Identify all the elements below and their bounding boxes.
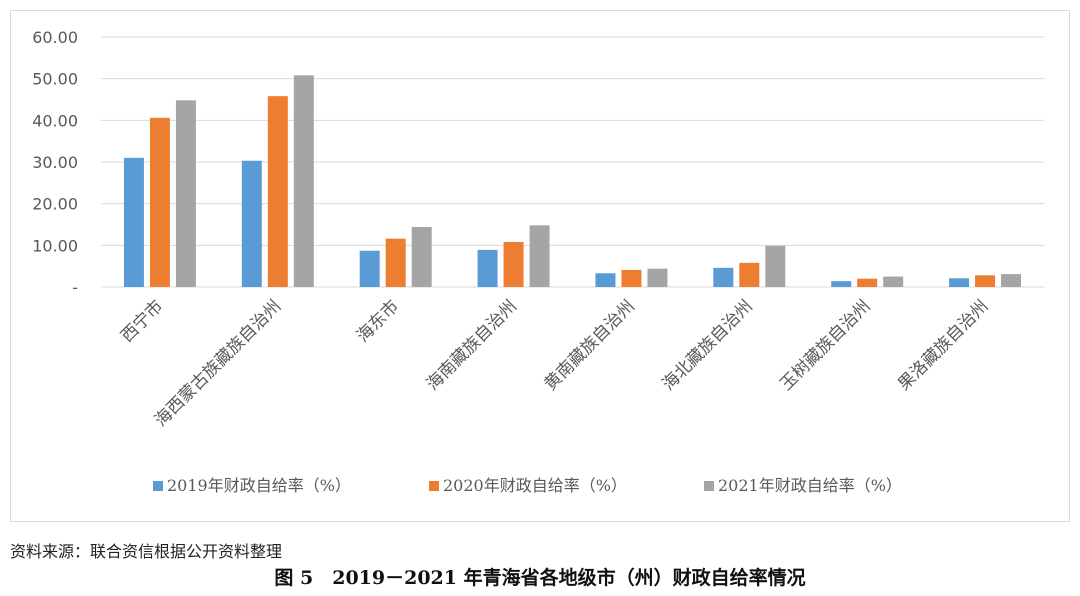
bar xyxy=(647,268,668,287)
bar xyxy=(975,275,996,287)
figure-caption: 图 5 2019－2021 年青海省各地级市（州）财政自给率情况 xyxy=(274,567,806,589)
bar xyxy=(621,269,642,287)
bar xyxy=(765,245,786,287)
category-label: 黄南藏族自治州 xyxy=(541,296,639,394)
legend-entry: 2021年财政自给率（%） xyxy=(718,476,902,495)
bar-chart: - 10.00 20.00 30.00 40.00 50.00 60.00 西宁市海西蒙古族… xyxy=(32,28,1044,495)
bar xyxy=(595,273,616,287)
bar xyxy=(713,267,734,287)
bar xyxy=(739,262,760,287)
bar xyxy=(503,242,524,287)
bar xyxy=(175,100,196,287)
source-note: 资料来源：联合资信根据公开资料整理 xyxy=(10,542,283,561)
bar xyxy=(529,225,550,287)
category-label: 海北藏族自治州 xyxy=(659,296,757,394)
bar xyxy=(359,250,380,287)
bar xyxy=(149,117,170,287)
bar xyxy=(293,75,314,287)
legend-entry: 2020年财政自给率（%） xyxy=(443,476,627,495)
legend-swatch xyxy=(704,481,714,491)
bar xyxy=(831,281,852,287)
legend-entry: 2019年财政自给率（%） xyxy=(167,476,351,495)
bar xyxy=(1001,274,1022,287)
bar xyxy=(411,227,432,287)
bar xyxy=(883,276,904,287)
legend-swatch xyxy=(429,481,439,491)
category-label: 西宁市 xyxy=(117,296,167,346)
bar xyxy=(857,278,878,287)
y-tick-label: 40.00 xyxy=(32,111,78,130)
bar xyxy=(477,249,498,287)
y-tick-label: 20.00 xyxy=(32,195,78,214)
y-tick-label: 30.00 xyxy=(32,153,78,172)
y-tick-label: 50.00 xyxy=(32,70,78,89)
legend-swatch xyxy=(153,481,163,491)
category-label: 海东市 xyxy=(353,296,403,346)
y-tick-label: 60.00 xyxy=(32,28,78,47)
category-label: 海南藏族自治州 xyxy=(423,296,521,394)
y-tick-label: - xyxy=(72,278,78,297)
bar xyxy=(123,157,144,287)
category-label: 海西蒙古族藏族自治州 xyxy=(151,296,285,430)
bar xyxy=(949,278,970,287)
y-tick-label: 10.00 xyxy=(32,236,78,255)
chart-frame: - 10.00 20.00 30.00 40.00 50.00 60.00 西宁市 海西蒙古族… xyxy=(10,10,1070,522)
category-label: 玉树藏族自治州 xyxy=(776,296,874,394)
category-label: 果洛藏族自治州 xyxy=(894,296,992,394)
bar xyxy=(385,238,406,287)
bar xyxy=(241,160,262,287)
bar xyxy=(267,96,288,288)
